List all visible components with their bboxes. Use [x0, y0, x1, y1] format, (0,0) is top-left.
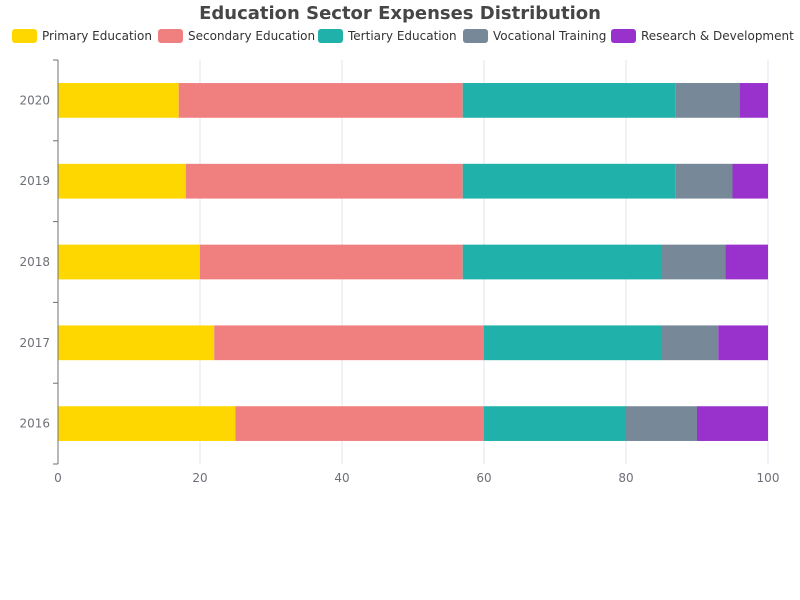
y-tick-label-2020: 2020 [19, 93, 50, 107]
chart-title: Education Sector Expenses Distribution [199, 3, 601, 24]
legend-label-tertiary-education[interactable]: Tertiary Education [347, 29, 457, 43]
x-tick-label-20: 20 [192, 471, 207, 485]
legend-swatch-primary-education[interactable] [12, 29, 37, 43]
bar-2019-secondary-education[interactable] [185, 163, 463, 199]
bar-2020-research-and-development[interactable] [739, 83, 768, 118]
bar-2017-vocational-training[interactable] [661, 325, 719, 361]
bar-2018-tertiary-education[interactable] [462, 244, 662, 280]
bar-2016-secondary-education[interactable] [235, 406, 485, 441]
y-tick-label-2019: 2019 [19, 174, 50, 188]
y-tick-label-2017: 2017 [19, 336, 50, 350]
legend-swatch-secondary-education[interactable] [158, 29, 183, 43]
bar-2020-primary-education[interactable] [58, 83, 179, 118]
bar-2017-tertiary-education[interactable] [484, 325, 662, 361]
bar-2019-vocational-training[interactable] [675, 163, 733, 199]
x-tick-label-80: 80 [618, 471, 633, 485]
bar-2016-tertiary-education[interactable] [484, 406, 626, 441]
bar-2019-primary-education[interactable] [58, 163, 186, 199]
legend-label-primary-education[interactable]: Primary Education [42, 29, 152, 43]
legend-label-secondary-education[interactable]: Secondary Education [188, 29, 315, 43]
x-tick-label-100: 100 [757, 471, 780, 485]
bar-2018-research-and-development[interactable] [725, 244, 768, 280]
legend-swatch-vocational-training[interactable] [463, 29, 488, 43]
bar-2020-vocational-training[interactable] [675, 83, 740, 118]
axes: 2016 2017 2018 2019 2020 0 20 40 60 80 100 [19, 59, 780, 485]
bars [58, 83, 768, 441]
bar-2017-primary-education[interactable] [58, 325, 215, 361]
bar-2019-tertiary-education[interactable] [462, 163, 676, 199]
legend: Primary Education Secondary Education Tert… [12, 29, 794, 43]
legend-label-research-and-development[interactable]: Research & Development [641, 29, 794, 43]
bar-2016-vocational-training[interactable] [626, 406, 697, 441]
y-tick-label-2018: 2018 [19, 255, 50, 269]
y-tick-label-2016: 2016 [19, 417, 50, 431]
bar-2016-research-and-development[interactable] [697, 406, 768, 441]
bar-2020-tertiary-education[interactable] [462, 83, 676, 118]
bar-2017-research-and-development[interactable] [718, 325, 768, 361]
bar-2020-secondary-education[interactable] [178, 83, 463, 118]
legend-swatch-research-and-development[interactable] [611, 29, 636, 43]
bar-2017-secondary-education[interactable] [214, 325, 484, 361]
bar-2018-secondary-education[interactable] [200, 244, 463, 280]
bar-2018-primary-education[interactable] [58, 244, 200, 280]
bar-2016-primary-education[interactable] [58, 406, 236, 441]
bar-2018-vocational-training[interactable] [661, 244, 726, 280]
x-tick-label-0: 0 [54, 471, 62, 485]
x-tick-label-40: 40 [334, 471, 349, 485]
legend-swatch-tertiary-education[interactable] [318, 29, 343, 43]
bar-2019-research-and-development[interactable] [732, 163, 769, 199]
x-tick-label-60: 60 [476, 471, 491, 485]
legend-label-vocational-training[interactable]: Vocational Training [493, 29, 606, 43]
